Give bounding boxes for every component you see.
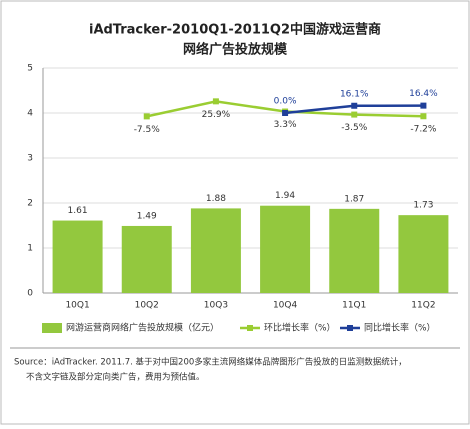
y-tick-label: 3 <box>27 154 33 164</box>
marker <box>351 102 358 109</box>
marker <box>420 113 427 120</box>
legend-swatch <box>42 323 62 333</box>
y-tick-label: 5 <box>27 64 33 74</box>
x-tick-label: 10Q1 <box>65 301 89 311</box>
data-label: 16.1% <box>340 89 369 99</box>
chart-title: iAdTracker-2010Q1-2011Q2中国游戏运营商 <box>89 22 381 38</box>
marker <box>212 98 219 105</box>
data-label: 1.88 <box>206 194 226 204</box>
data-label: 1.87 <box>344 194 364 204</box>
data-label: 1.73 <box>413 201 433 211</box>
x-tick-label: 10Q3 <box>204 301 228 311</box>
legend-label: 网游运营商网络广告投放规模（亿元） <box>66 322 219 334</box>
marker <box>420 102 427 109</box>
data-label: -7.5% <box>134 125 161 135</box>
source: Source：iAdTracker. 2011.7. 基于对中国200多家主流网… <box>14 357 407 368</box>
bar <box>398 215 449 293</box>
source: 不含文字链及部分定向类广告，费用为预估值。 <box>26 372 205 383</box>
data-label: 1.49 <box>137 211 157 221</box>
data-label: 16.4% <box>409 89 438 99</box>
legend-label: 环比增长率（%） <box>264 322 336 334</box>
bar <box>52 220 103 293</box>
data-label: -3.5% <box>341 123 368 133</box>
y-tick-label: 1 <box>27 244 33 254</box>
y-tick-label: 0 <box>27 289 33 299</box>
data-label: 3.3% <box>274 120 297 130</box>
data-label: -7.2% <box>410 125 437 135</box>
legend-swatch <box>347 325 353 331</box>
bar <box>121 225 172 293</box>
x-tick-label: 11Q2 <box>411 301 435 311</box>
marker <box>282 110 289 116</box>
data-label: 1.94 <box>275 191 295 201</box>
legend-label: 同比增长率（%） <box>364 322 436 334</box>
y-tick-label: 2 <box>27 199 33 209</box>
chart-subtitle: 网络广告投放规模 <box>183 42 288 58</box>
x-tick-label: 10Q4 <box>273 301 298 311</box>
legend-swatch <box>247 325 253 331</box>
data-label: 0.0% <box>274 97 297 107</box>
data-label: 25.9% <box>202 110 231 120</box>
x-tick-label: 10Q2 <box>135 301 159 311</box>
x-tick-label: 11Q1 <box>342 301 366 311</box>
bar <box>260 205 311 293</box>
marker <box>143 113 150 120</box>
data-label: 1.61 <box>68 206 88 216</box>
y-tick-label: 4 <box>27 109 33 119</box>
bar <box>329 208 380 293</box>
bar <box>190 208 241 293</box>
marker <box>351 111 358 118</box>
